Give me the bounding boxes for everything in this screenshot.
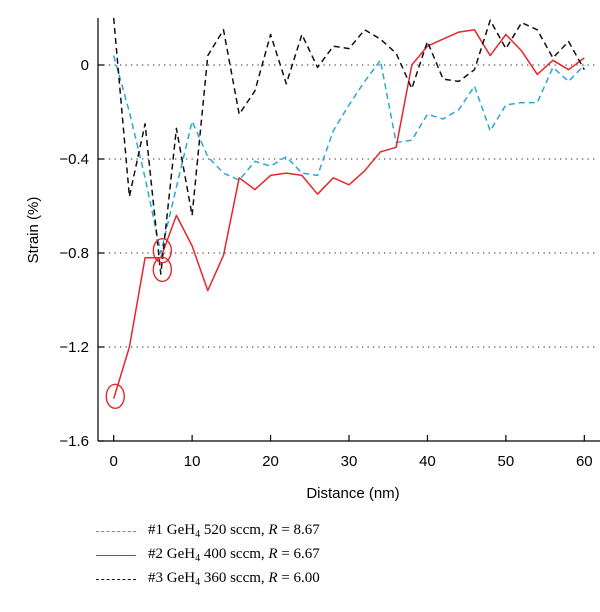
- legend-item: #1 GeH4 520 sccm, R = 8.67: [96, 519, 320, 543]
- legend-label-part: #1 GeH: [148, 522, 196, 538]
- legend-label-part: 360 sccm,: [200, 570, 269, 586]
- legend-label-part: R: [268, 522, 278, 538]
- annotation-circles: [105, 237, 173, 410]
- annotation-circle-1: [105, 383, 125, 410]
- annotation-circle-3: [152, 237, 173, 264]
- x-tick-label: 30: [341, 453, 358, 470]
- legend-label-part: 4: [195, 529, 201, 540]
- x-tick-label: 40: [419, 453, 436, 470]
- x-tick-label: 10: [184, 453, 201, 470]
- axes: [97, 18, 600, 442]
- y-tick-label: 0: [81, 57, 89, 74]
- x-tick-label: 50: [498, 453, 515, 470]
- series-lines: [112, 17, 585, 399]
- y-tick-label: −0.8: [59, 245, 89, 262]
- legend-label-part: 4: [195, 553, 201, 564]
- legend-label-part: R: [268, 570, 278, 586]
- legend-swatch: [96, 530, 136, 532]
- legend-label: #3 GeH4 360 sccm, R = 6.00: [148, 570, 320, 588]
- legend-label-part: 4: [195, 577, 201, 588]
- legend: #1 GeH4 520 sccm, R = 8.67 #2 GeH4 400 sc…: [96, 519, 320, 591]
- annotation-circle-2: [152, 256, 173, 283]
- y-tick-label: −1.2: [59, 339, 89, 356]
- legend-label-part: #2 GeH: [148, 546, 196, 562]
- x-tick-label: 20: [262, 453, 279, 470]
- legend-label-part: = 6.00: [277, 570, 320, 586]
- series-line-2: [112, 29, 585, 399]
- legend-label-part: = 6.67: [277, 546, 320, 562]
- legend-item: #2 GeH4 400 sccm, R = 6.67: [96, 543, 320, 567]
- series-line-3: [112, 17, 585, 275]
- legend-label-part: 400 sccm,: [200, 546, 269, 562]
- x-tick-label: 60: [576, 453, 593, 470]
- legend-label-part: 520 sccm,: [200, 522, 269, 538]
- y-axis-label: Strain (%): [25, 197, 42, 264]
- legend-label-part: #3 GeH: [148, 570, 196, 586]
- legend-label: #2 GeH4 400 sccm, R = 6.67: [148, 546, 320, 564]
- x-axis-label: Distance (nm): [306, 485, 399, 502]
- legend-swatch: [96, 578, 136, 580]
- legend-item: #3 GeH4 360 sccm, R = 6.00: [96, 567, 320, 591]
- legend-label-part: = 8.67: [277, 522, 320, 538]
- tick-marks: 0 −0.4 −0.8 −1.2 −1.6 0 10 20 30 40 50 60: [59, 57, 592, 470]
- x-tick-label: 0: [110, 453, 118, 470]
- legend-label: #1 GeH4 520 sccm, R = 8.67: [148, 522, 320, 540]
- y-tick-label: −1.6: [59, 433, 89, 450]
- y-tick-label: −0.4: [59, 151, 89, 168]
- series-line-1: [112, 55, 585, 254]
- legend-label-part: R: [268, 546, 278, 562]
- grid-lines: [98, 64, 598, 348]
- legend-swatch: [96, 554, 136, 556]
